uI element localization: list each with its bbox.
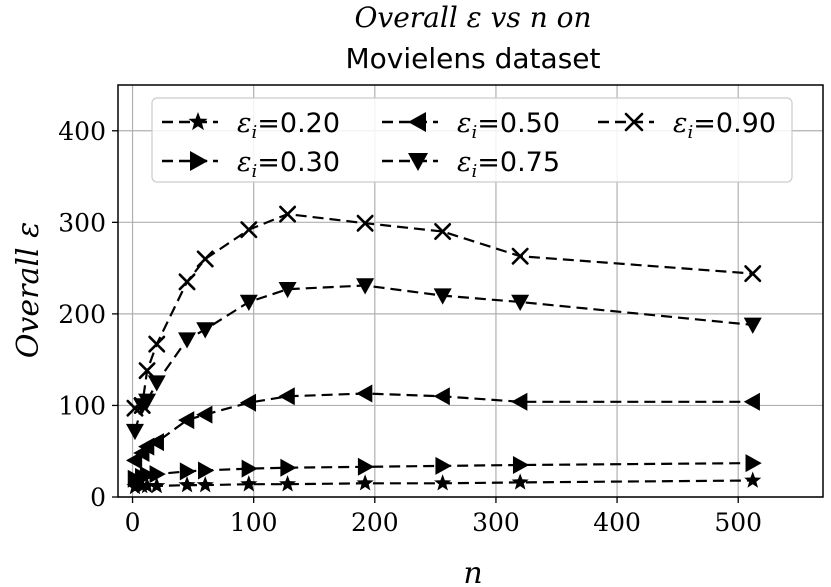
series-star [126,471,762,495]
x-tick-label: 400 [593,508,641,537]
data-point-marker [743,392,760,411]
legend-marker [408,112,426,132]
y-tick-label: 200 [58,300,106,329]
data-point-marker [433,288,452,305]
data-point-marker [744,471,762,488]
x-tick-label: 100 [230,508,278,537]
x-tick-label: 200 [351,508,399,537]
legend-item: εi=0.20 [162,108,340,143]
legend-marker [190,151,208,171]
data-point-marker [196,250,214,268]
data-point-marker [179,462,197,481]
legend: εi=0.20 εi=0.50 εi=0.90 εi=0.30 εi=0.75 [151,97,793,183]
data-point-marker [147,375,166,392]
data-point-marker [239,294,258,311]
data-point-marker [743,317,762,334]
data-point-marker [149,465,166,484]
data-point-marker [139,466,157,485]
data-point-marker [278,387,295,406]
data-point-marker [356,278,375,295]
series-line [134,212,753,410]
legend-marker [624,112,644,132]
data-point-marker [356,384,373,403]
data-point-marker [744,265,762,283]
data-point-marker [435,456,452,475]
series-triangle-right [127,454,762,488]
data-point-marker [511,473,529,490]
data-point-marker [196,405,213,424]
series-line [134,392,753,462]
data-point-marker [279,205,297,223]
data-point-marker [511,392,528,411]
legend-label: εi=0.50 [457,108,560,143]
data-point-marker [241,459,258,478]
data-point-marker [280,458,297,477]
axis-ticks: 0 100 200 300 400 500 0 100 200 300 400 [58,117,762,537]
data-point-marker [240,221,258,239]
y-tick-label: 0 [90,483,106,512]
y-tick-label: 300 [58,208,106,237]
data-point-marker [357,457,375,476]
data-point-marker [178,332,197,349]
data-point-marker [433,387,450,406]
legend-marker [408,153,428,171]
data-point-marker [356,474,374,491]
data-point-marker [434,474,452,491]
data-point-marker [356,214,374,232]
x-tick-label: 0 [125,508,141,537]
data-point-marker [240,475,258,492]
series-line [134,479,753,488]
data-point-marker [434,222,452,240]
data-point-marker [745,454,762,473]
y-tick-label: 100 [58,391,106,420]
legend-label: εi=0.75 [457,147,560,182]
series-triangle-left [125,384,760,470]
data-point-marker [178,476,196,493]
data-point-marker [148,477,166,494]
data-point-marker [138,477,156,494]
series-layer [125,205,762,495]
legend-item: εi=0.90 [598,108,776,143]
legend-label: εi=0.30 [237,147,340,182]
data-point-marker [148,335,166,353]
data-point-marker [239,393,257,412]
x-tick-label: 300 [472,508,520,537]
legend-marker [188,112,208,131]
y-axis-label: Overall ε [11,222,46,358]
legend-item: εi=0.30 [162,147,340,182]
data-point-marker [196,476,214,493]
data-point-marker [178,273,196,291]
data-point-marker [279,475,297,492]
data-point-marker [511,294,530,311]
x-axis-label: n [463,556,482,587]
data-point-marker [178,411,195,430]
plot-frame [117,84,824,498]
data-point-marker [196,322,215,339]
series-x [126,205,762,417]
x-tick-label: 500 [714,508,762,537]
legend-item: εi=0.75 [382,147,560,182]
legend-label: εi=0.90 [673,108,776,143]
data-point-marker [125,451,143,470]
data-point-marker [511,247,529,265]
y-tick-label: 400 [58,117,106,146]
data-point-marker [138,362,156,380]
data-point-marker [512,455,530,474]
legend-item: εi=0.50 [382,108,560,143]
series-line [134,462,753,480]
data-point-marker [125,423,144,441]
data-point-marker [126,477,144,495]
data-point-marker [147,433,164,452]
data-point-marker [133,396,151,414]
series-line [133,284,753,432]
series-triangle-down [125,278,762,441]
data-point-marker [198,461,215,480]
data-point-marker [278,281,297,299]
chart-title-line-2: Movielens dataset [346,42,601,75]
legend-label: εi=0.20 [237,108,340,143]
chart-title-line-1: Overall ε vs n on [354,1,591,34]
